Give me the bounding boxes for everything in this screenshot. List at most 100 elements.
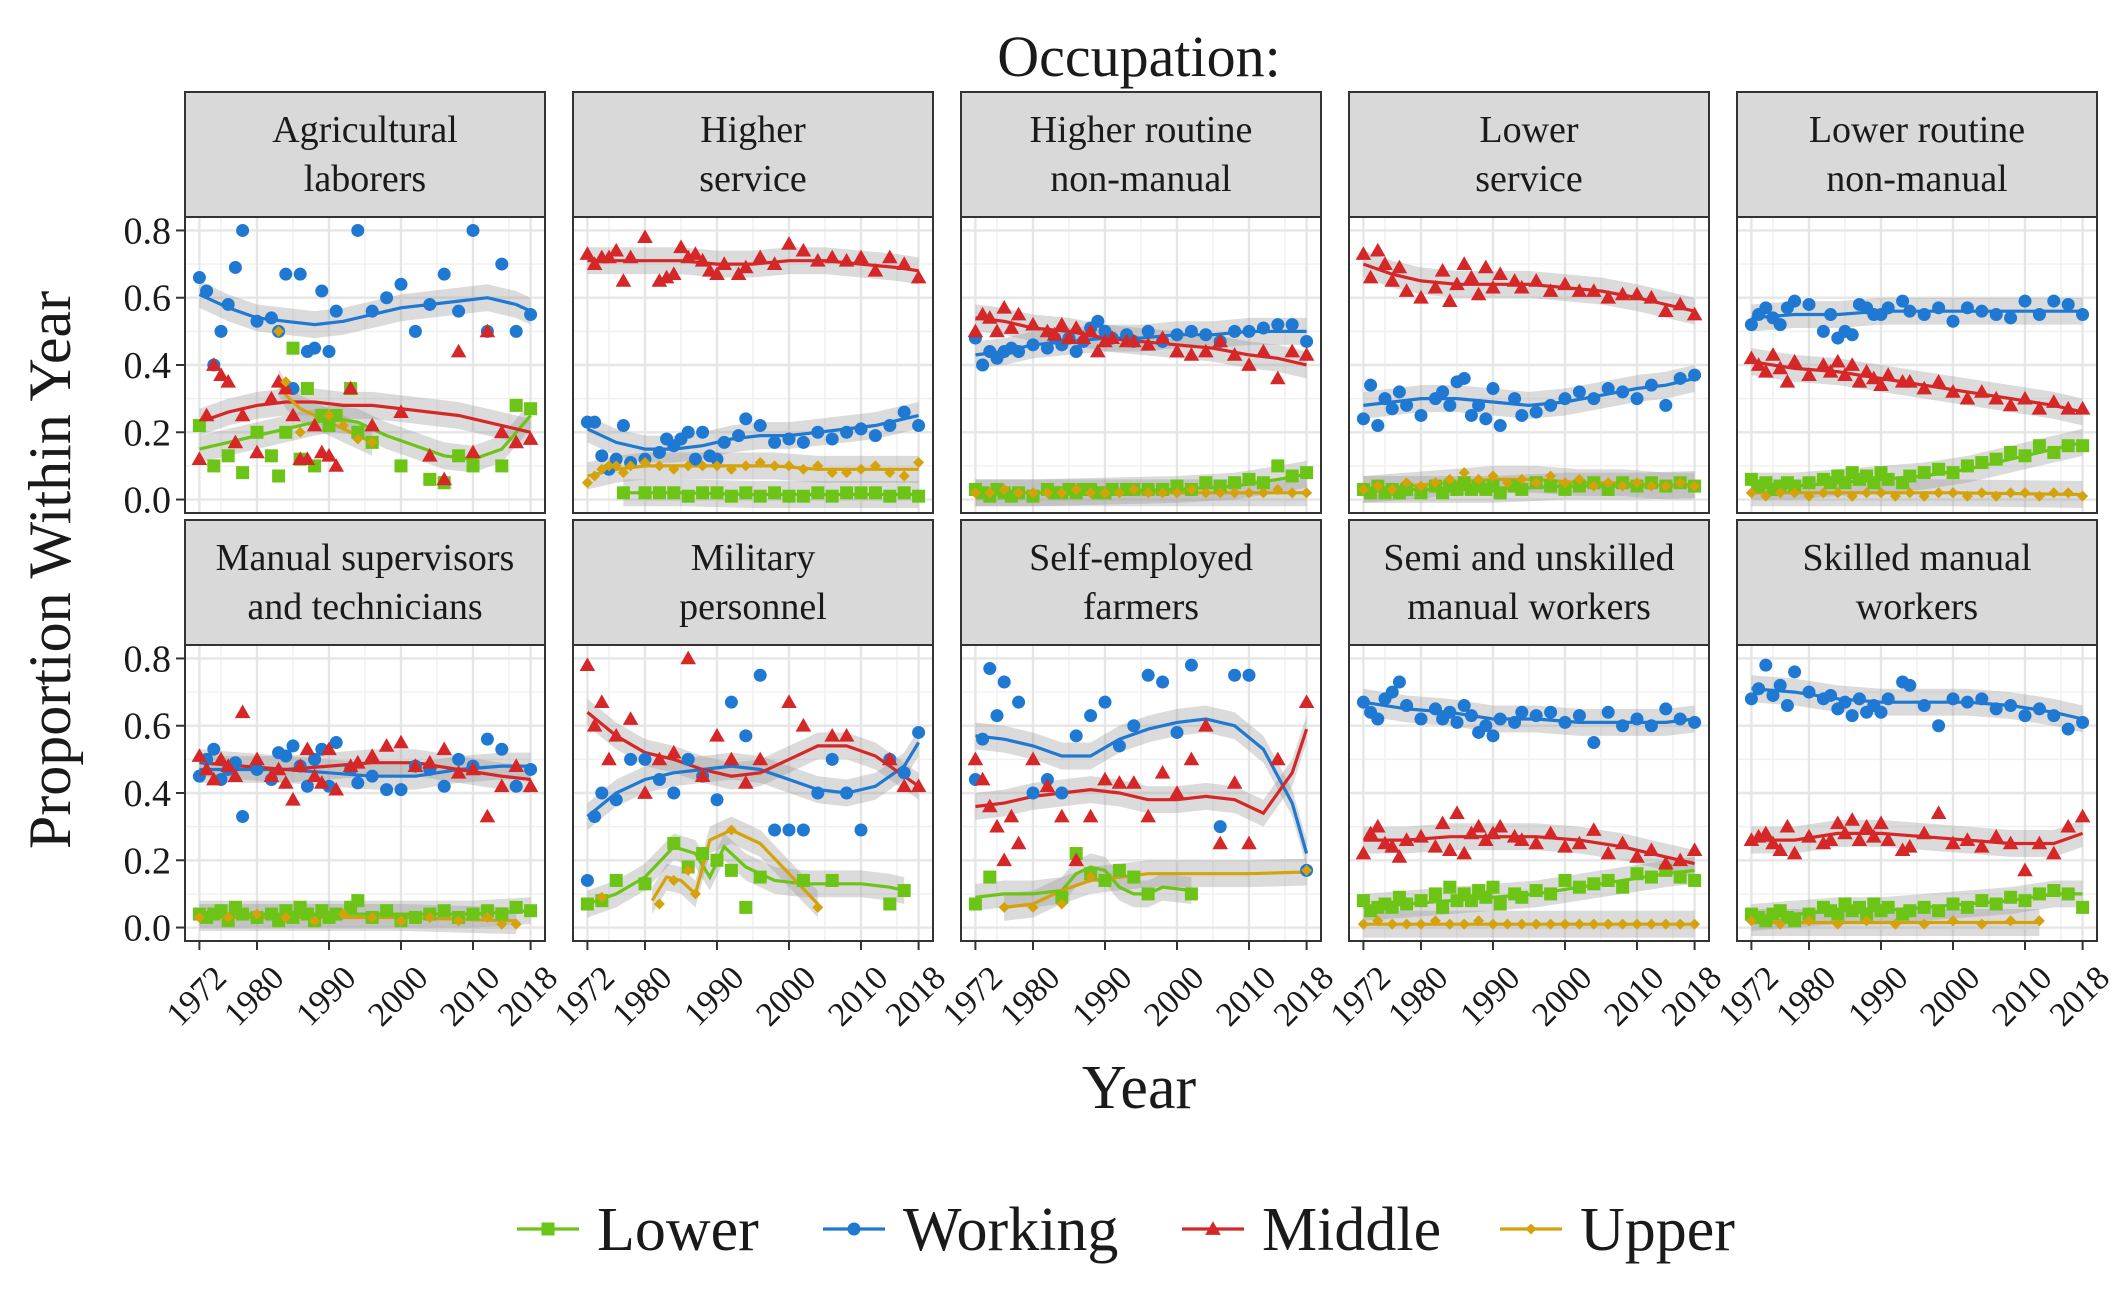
legend-label: Lower <box>597 1196 759 1264</box>
point-upper <box>884 467 896 479</box>
point-middle <box>1557 276 1573 291</box>
point-middle <box>601 751 617 766</box>
point-lower <box>1213 479 1227 493</box>
x-tick-label: 1972 <box>160 959 234 1033</box>
point-lower <box>509 398 523 412</box>
point-working <box>717 435 731 449</box>
point-middle <box>1082 323 1099 338</box>
point-lower <box>1572 479 1586 493</box>
point-upper <box>1487 470 1499 482</box>
point-working <box>329 736 343 750</box>
point-upper <box>769 460 781 472</box>
point-upper <box>366 911 378 923</box>
point-working <box>868 429 882 443</box>
point-middle <box>1154 330 1171 344</box>
point-working <box>2018 709 2032 723</box>
point-middle <box>910 778 927 793</box>
point-working <box>688 452 702 466</box>
trend-line-lower <box>586 844 905 906</box>
point-working <box>1457 699 1471 713</box>
point-middle <box>752 249 768 264</box>
point-middle <box>709 728 725 742</box>
point-working <box>1141 668 1155 682</box>
point-lower <box>1932 462 1946 476</box>
x-tick-label: 2000 <box>1913 959 1987 1033</box>
point-upper <box>294 426 306 438</box>
point-lower <box>1946 466 1960 480</box>
strip-label: Agricultural <box>272 109 458 151</box>
point-working <box>1630 392 1644 406</box>
point-middle <box>1743 350 1760 365</box>
point-upper <box>1689 480 1701 492</box>
strip-label: Lower <box>1479 109 1579 151</box>
point-lower <box>214 904 228 918</box>
point-upper <box>1243 487 1255 499</box>
point-middle <box>1449 276 1465 291</box>
point-working <box>1508 715 1522 729</box>
point-working <box>1780 699 1794 713</box>
point-working <box>1356 695 1370 709</box>
point-working <box>1385 402 1399 416</box>
point-middle <box>651 751 668 766</box>
point-upper <box>697 460 709 472</box>
point-working <box>976 358 990 372</box>
point-lower <box>2018 894 2032 908</box>
point-upper <box>812 460 824 472</box>
point-lower <box>768 486 782 500</box>
point-middle <box>1822 363 1839 378</box>
point-upper <box>682 460 694 472</box>
point-upper <box>1429 915 1441 927</box>
point-middle <box>306 417 323 432</box>
point-lower <box>796 489 810 503</box>
point-middle <box>882 249 898 264</box>
point-working <box>524 762 538 776</box>
point-working <box>1601 382 1615 396</box>
point-working <box>286 739 300 753</box>
legend-item-lower: Lower <box>517 1196 759 1264</box>
x-tick-label: 1972 <box>936 959 1010 1033</box>
point-middle <box>479 323 496 338</box>
point-middle <box>996 300 1012 314</box>
point-working <box>739 412 753 426</box>
point-lower <box>236 907 250 921</box>
legend-label: Upper <box>1580 1196 1735 1264</box>
point-upper <box>1745 487 1757 499</box>
point-middle <box>314 775 330 789</box>
point-working <box>437 779 451 793</box>
point-working <box>1659 702 1673 716</box>
point-upper <box>668 874 680 886</box>
point-middle <box>342 380 359 395</box>
point-middle <box>1815 357 1832 371</box>
point-lower <box>1127 870 1141 884</box>
point-upper <box>1617 480 1629 492</box>
point-upper <box>1588 918 1600 930</box>
point-lower <box>250 425 264 439</box>
point-middle <box>1046 326 1063 341</box>
point-working <box>236 223 250 237</box>
point-middle <box>1398 283 1415 297</box>
point-upper <box>1473 473 1485 485</box>
y-tick-label: 0.4 <box>124 773 172 815</box>
point-lower <box>652 486 666 500</box>
point-lower <box>1400 897 1414 911</box>
point-working <box>365 304 379 318</box>
point-working <box>710 793 724 807</box>
x-tick-label: 2018 <box>1655 959 1729 1033</box>
point-upper <box>1516 473 1528 485</box>
point-working <box>976 732 990 746</box>
point-upper <box>2033 490 2045 502</box>
point-middle <box>723 751 740 766</box>
point-upper <box>1803 490 1815 502</box>
point-upper <box>1142 487 1154 499</box>
point-upper <box>1832 487 1844 499</box>
point-lower <box>1932 904 1946 918</box>
point-lower <box>192 419 206 433</box>
point-lower <box>1184 887 1198 901</box>
point-middle <box>1355 246 1372 260</box>
point-working <box>1464 408 1478 422</box>
gridlines <box>185 645 545 941</box>
point-middle <box>1830 353 1846 368</box>
point-middle <box>234 704 251 719</box>
strip-label: Lower routine <box>1809 109 2025 151</box>
point-middle <box>989 323 1005 338</box>
